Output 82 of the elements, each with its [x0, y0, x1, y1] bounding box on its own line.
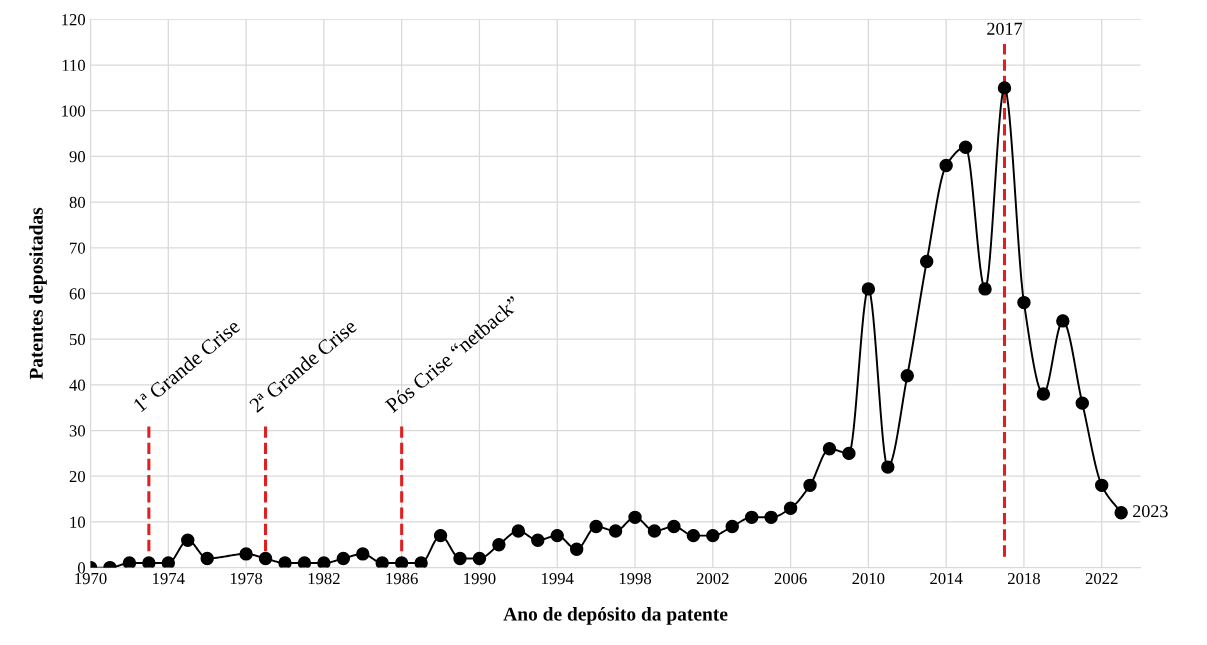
point — [297, 556, 312, 568]
x-tick-label: 2018 — [1008, 572, 1040, 585]
x-tick-label: 1974 — [153, 572, 185, 585]
y-tick-label: 10 — [70, 516, 86, 528]
point — [356, 547, 370, 561]
point — [628, 510, 642, 525]
point — [1056, 314, 1070, 328]
y-tick-label: 20 — [69, 470, 86, 483]
y-tick-label: 0 — [77, 562, 86, 574]
point — [958, 140, 973, 154]
x-tick-label: 1990 — [464, 572, 496, 585]
x-tick-label: 1982 — [308, 572, 340, 585]
y-tick-label: 110 — [62, 59, 86, 71]
x-tick-label: 1970 — [75, 572, 107, 585]
point — [492, 538, 506, 552]
x-tick-label: 2010 — [852, 572, 885, 585]
point — [550, 528, 564, 543]
point — [939, 158, 953, 173]
point — [783, 501, 798, 515]
point — [258, 551, 273, 566]
point — [744, 510, 759, 525]
point — [1075, 396, 1089, 410]
point — [822, 442, 837, 456]
point — [589, 519, 603, 534]
point — [919, 254, 934, 269]
point — [453, 551, 467, 566]
point — [725, 519, 739, 534]
point — [608, 524, 623, 538]
x-tick-label: 1986 — [386, 572, 418, 585]
point — [317, 556, 331, 568]
y-tick-label: 70 — [70, 242, 86, 254]
point — [764, 510, 778, 525]
x-tick-label: 1998 — [619, 572, 652, 585]
y-tick-label: 50 — [69, 333, 86, 346]
y-tick-label: 60 — [69, 288, 86, 300]
x-tick-label: 1978 — [230, 572, 263, 585]
y-tick-label: 80 — [69, 196, 86, 209]
y-tick-label: 90 — [69, 151, 86, 163]
x-tick-label: 2014 — [930, 572, 963, 585]
point — [686, 528, 701, 543]
x-tick-label: 2002 — [696, 572, 729, 585]
point — [161, 556, 176, 568]
point — [278, 556, 292, 568]
point — [200, 551, 214, 566]
y-axis-title: Patentes depositadas — [29, 207, 47, 380]
x-axis-title: Ano de depósito da patente — [503, 607, 728, 625]
point — [472, 551, 487, 566]
x-tick-label: 1994 — [542, 572, 574, 585]
point — [394, 556, 409, 568]
point — [803, 478, 817, 493]
point — [336, 551, 351, 566]
y-tick-label: 100 — [62, 105, 86, 117]
point — [375, 556, 389, 568]
point — [667, 519, 681, 534]
point — [997, 81, 1012, 95]
point — [122, 556, 137, 568]
point — [239, 547, 253, 561]
y-tick-label: 120 — [62, 14, 86, 26]
y-tick-label: 40 — [69, 379, 86, 391]
ref-line-label: 2017 — [987, 22, 1023, 35]
point — [531, 533, 545, 547]
point — [978, 282, 992, 296]
point — [842, 446, 856, 461]
point — [569, 542, 584, 557]
x-tick-label: 2022 — [1085, 572, 1118, 585]
point — [1017, 295, 1031, 310]
point — [433, 528, 448, 543]
point — [881, 460, 895, 474]
point — [414, 556, 428, 568]
point — [142, 556, 156, 568]
point — [706, 528, 720, 543]
point — [900, 369, 914, 383]
point — [181, 533, 195, 547]
annotation: 2023 — [1133, 505, 1168, 518]
x-tick-label: 2006 — [774, 572, 807, 585]
point — [861, 282, 876, 296]
y-tick-label: 30 — [69, 425, 86, 437]
point — [1114, 506, 1128, 520]
point — [1036, 387, 1051, 401]
point — [647, 524, 662, 538]
point — [1095, 478, 1109, 493]
point — [511, 524, 526, 538]
